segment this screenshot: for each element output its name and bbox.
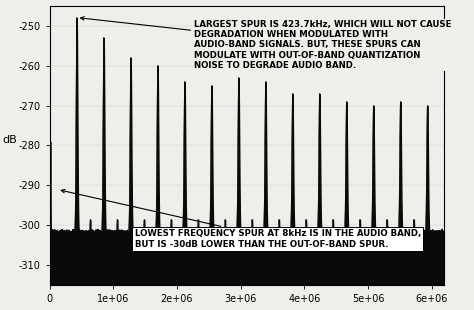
Y-axis label: dB: dB xyxy=(3,135,18,145)
Text: LOWEST FREQUENCY SPUR AT 8kHz IS IN THE AUDIO BAND,
BUT IS -30dB LOWER THAN THE : LOWEST FREQUENCY SPUR AT 8kHz IS IN THE … xyxy=(61,189,421,249)
Text: LARGEST SPUR IS 423.7kHz, WHICH WILL NOT CAUSE
DEGRADATION WHEN MODULATED WITH
A: LARGEST SPUR IS 423.7kHz, WHICH WILL NOT… xyxy=(81,17,451,70)
